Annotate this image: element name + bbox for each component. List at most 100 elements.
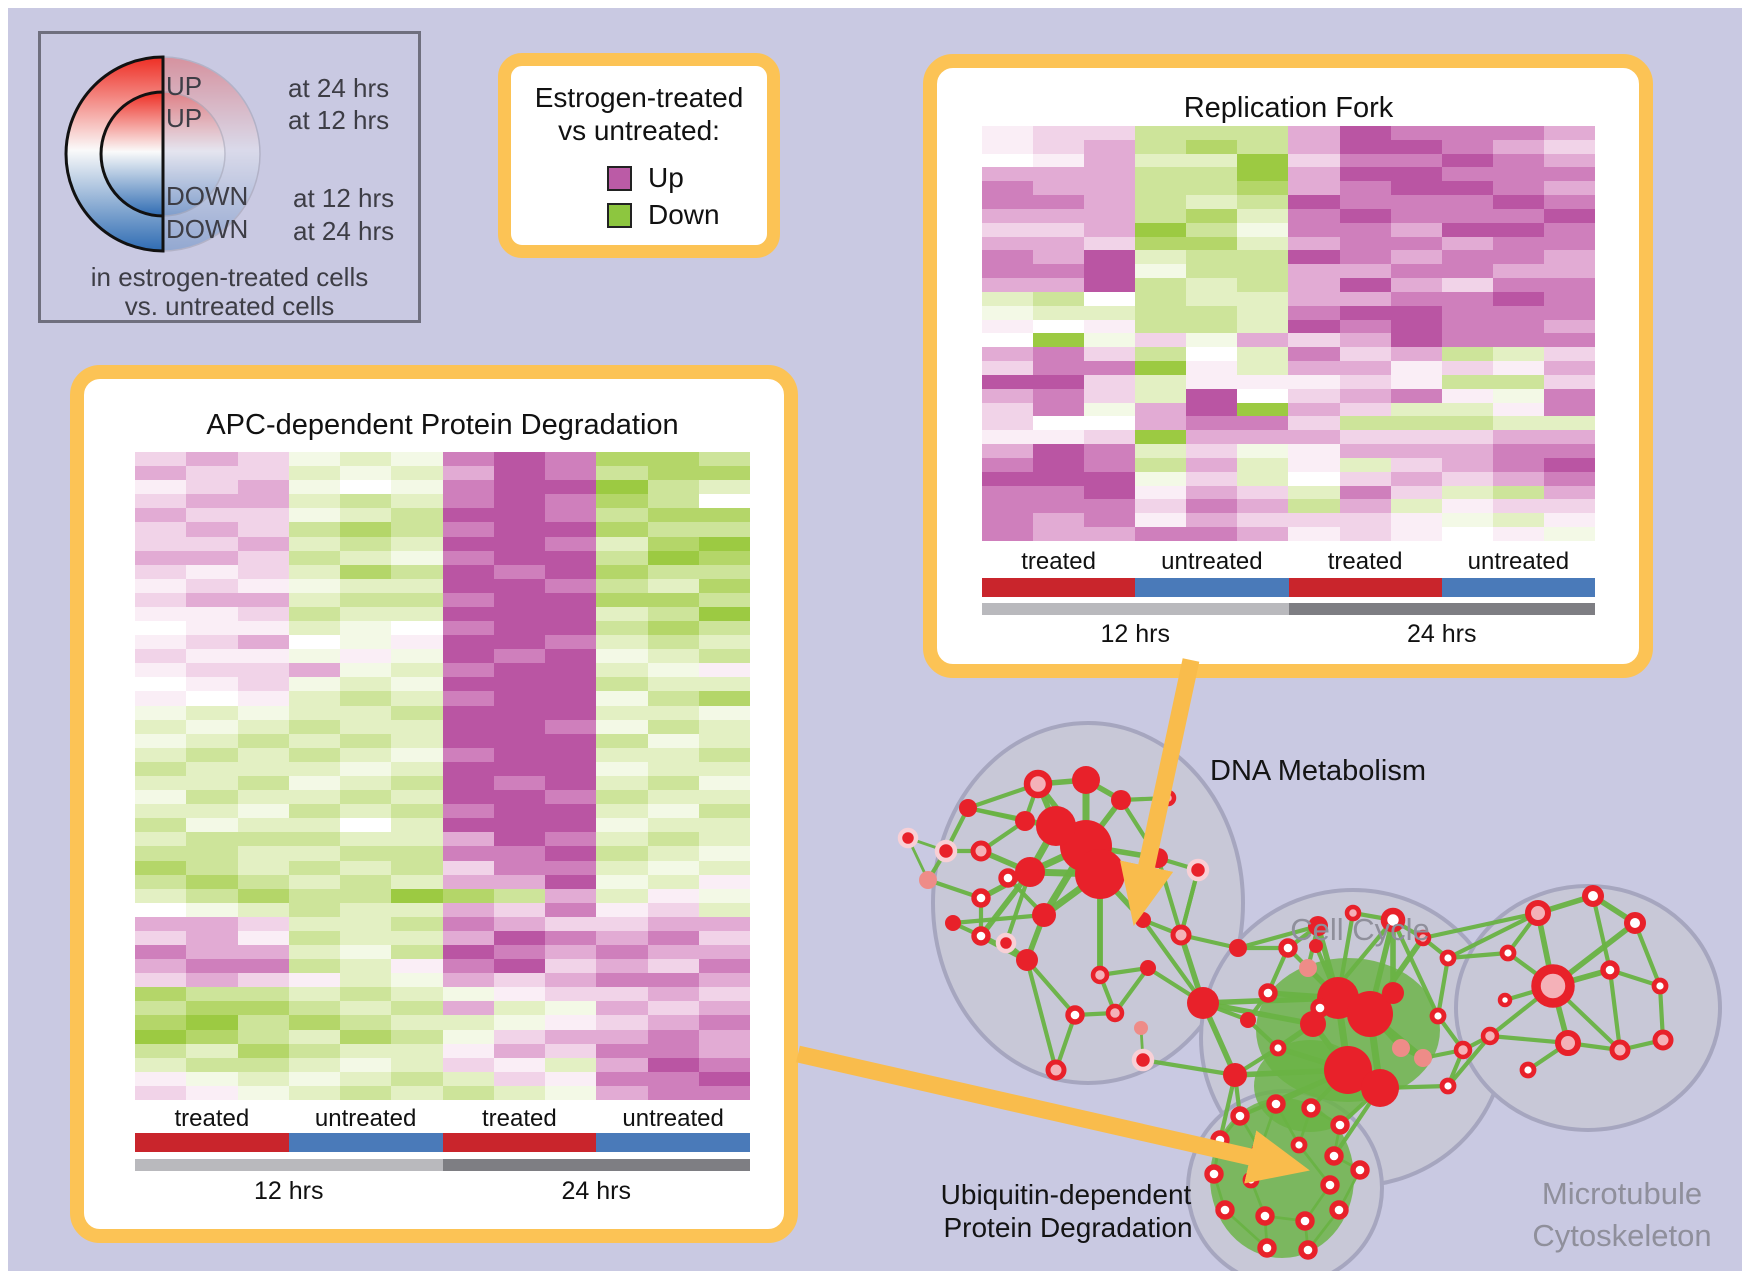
network-node — [1269, 1039, 1287, 1057]
apc-group-untreated-24: untreated — [622, 1105, 724, 1132]
network-node — [919, 871, 937, 889]
network-edge — [1297, 1106, 1313, 1147]
network-edge — [1350, 910, 1396, 923]
network-edge — [1249, 1178, 1267, 1218]
network-node — [1324, 1146, 1344, 1166]
network-node — [1230, 1106, 1250, 1126]
network-edge — [1305, 965, 1341, 1001]
network-edge — [1309, 994, 1342, 1028]
network-edge — [1310, 1021, 1351, 1073]
network-edge — [1200, 1000, 1251, 1023]
cluster-ellipse — [1186, 1089, 1384, 1271]
network-edge — [1040, 870, 1104, 919]
network-node — [1320, 1175, 1340, 1195]
network-edge — [1155, 855, 1201, 873]
network-edge — [1022, 781, 1041, 824]
untreated-bar — [1441, 578, 1595, 597]
updown-legend-title-2: vs untreated: — [558, 115, 720, 146]
network-edge — [1040, 842, 1090, 919]
network-edge — [1487, 983, 1556, 1039]
at-24-label: at 24 hrs — [288, 73, 390, 103]
network-edge — [1337, 1085, 1383, 1128]
network-edge — [1366, 1010, 1384, 1092]
ubiquitin-label-1: Ubiquitin-dependent — [941, 1179, 1192, 1210]
network-edge — [1306, 1208, 1341, 1252]
network-edge — [1139, 1026, 1145, 1062]
network-node — [1016, 949, 1038, 971]
network-node — [1414, 1049, 1432, 1067]
network-node — [1310, 998, 1330, 1018]
network-edge — [943, 805, 971, 854]
network-node — [1015, 857, 1045, 887]
updown-legend-box: Estrogen-treated vs untreated: Up Down — [498, 53, 780, 258]
network-edge — [1607, 967, 1663, 989]
network-edge — [1218, 1114, 1242, 1142]
network-node — [1301, 1098, 1321, 1118]
network-node — [1324, 1046, 1372, 1094]
network-edge — [1155, 855, 1184, 938]
hrs24-bar — [1288, 603, 1595, 615]
network-edge — [1178, 932, 1241, 951]
apc-group-untreated-12: untreated — [314, 1105, 417, 1132]
up-12-label: UP — [166, 103, 203, 133]
network-edge — [1145, 965, 1206, 1006]
network-edge — [1232, 1045, 1281, 1078]
network-node — [1299, 959, 1317, 977]
network-edge — [1005, 869, 1033, 881]
network-node — [971, 888, 991, 908]
network-edge — [1550, 967, 1613, 989]
network-node — [1229, 939, 1247, 957]
network-edge — [1550, 983, 1623, 1053]
edge-density-blob — [1256, 958, 1440, 1102]
network-edge — [1140, 917, 1206, 1006]
rf-group-treated-24: treated — [1327, 548, 1403, 575]
rf-time-labels: 12 hrs 24 hrs — [982, 620, 1595, 649]
network-edge — [1390, 917, 1426, 941]
network-edge — [1367, 990, 1396, 1017]
network-node — [1308, 916, 1328, 936]
network-edge — [1235, 923, 1321, 951]
ring-legend-footer-2: vs. untreated cells — [124, 291, 335, 321]
network-edge — [1051, 821, 1091, 851]
network-edge — [1178, 867, 1201, 938]
network-node — [1497, 992, 1513, 1008]
untreated-bar — [1135, 578, 1289, 597]
dna-metabolism-label: DNA Metabolism — [1210, 755, 1426, 787]
apc-group-treated-12: treated — [174, 1105, 250, 1132]
network-edge — [1331, 1085, 1383, 1159]
edge-density-blob — [1254, 1040, 1366, 1132]
network-node — [1329, 1200, 1349, 1220]
network-node — [897, 827, 919, 849]
network-node — [1204, 1164, 1224, 1184]
network-edge — [1200, 1000, 1238, 1078]
network-node — [995, 932, 1017, 954]
network-edge — [1035, 781, 1059, 829]
network-edge — [1505, 950, 1556, 989]
network-edge — [1249, 1148, 1262, 1182]
network-edge — [1003, 940, 1030, 963]
network-edge — [1097, 871, 1146, 923]
network-node — [1072, 766, 1100, 794]
network-node — [1255, 1206, 1275, 1226]
network-node — [1525, 900, 1551, 926]
network-edge — [1245, 990, 1271, 1023]
network-edge — [1097, 972, 1118, 1016]
network-edge — [1026, 822, 1060, 876]
network-node — [970, 840, 992, 862]
network-edge — [1274, 1102, 1301, 1147]
network-edge — [1275, 1045, 1351, 1073]
network-edge — [1632, 920, 1663, 989]
arrow-replication-to-dna — [1120, 658, 1200, 926]
network-edge — [1313, 923, 1321, 949]
network-node — [1186, 858, 1210, 882]
down-legend-row: Down — [607, 199, 720, 231]
arrow-apc-to-ubiquitin — [796, 1045, 1310, 1184]
network-edge — [1245, 1017, 1281, 1051]
network-edge — [1398, 1045, 1426, 1061]
network-edge — [1367, 917, 1396, 1017]
network-edge — [1263, 1214, 1269, 1250]
untreated-bar — [288, 1133, 443, 1152]
network-node — [1242, 1171, 1260, 1189]
up-24-label: UP — [166, 71, 203, 101]
network-edge — [1026, 868, 1104, 878]
